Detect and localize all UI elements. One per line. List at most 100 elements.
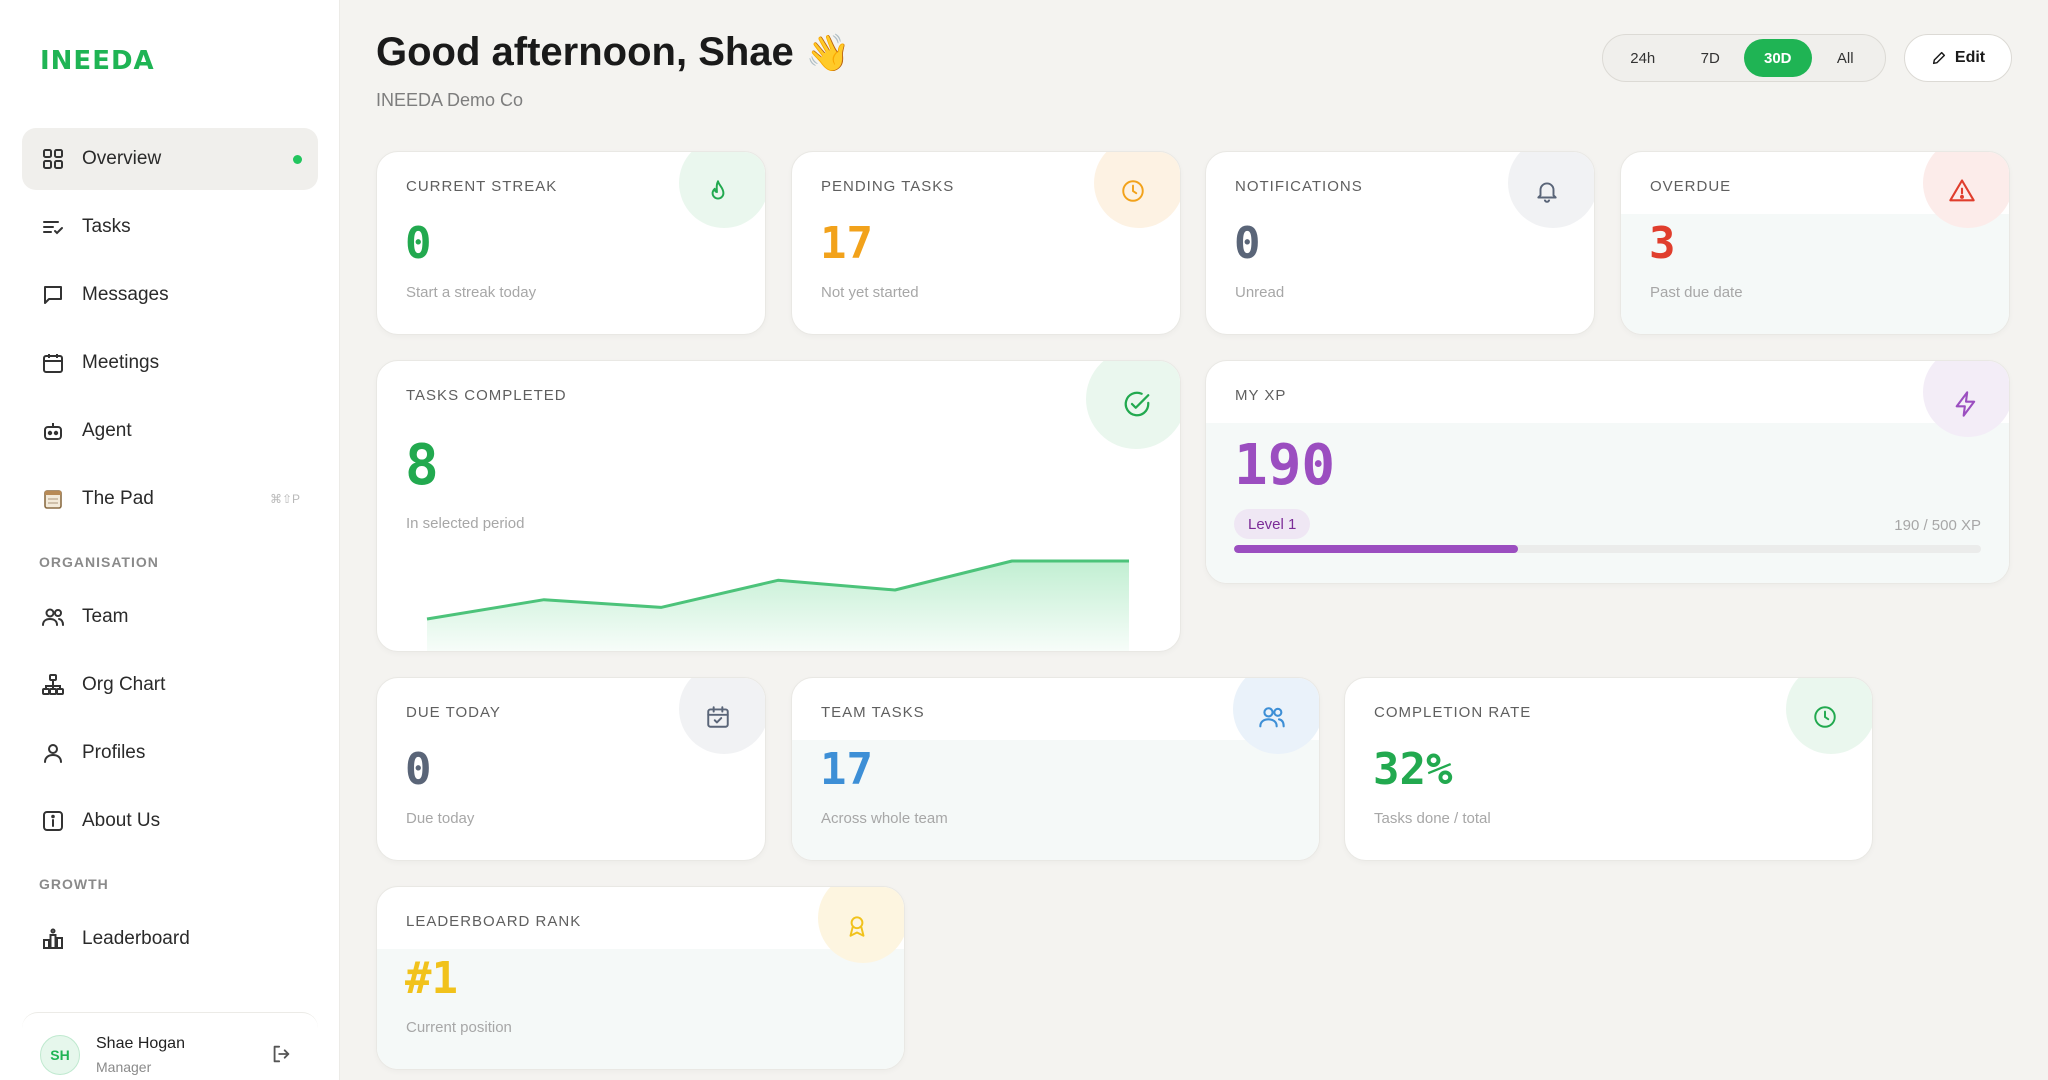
card-value: 0 [405,218,432,269]
sidebar-item-about-us[interactable]: About Us [22,790,318,852]
card-leaderboard-rank[interactable]: LEADERBOARD RANK #1 Current position [376,886,905,1070]
sidebar-item-agent[interactable]: Agent [22,400,318,462]
card-subtitle: Current position [406,1019,512,1036]
sidebar-item-leaderboard[interactable]: Leaderboard [22,908,318,970]
card-value: 3 [1649,218,1676,269]
info-icon [40,808,66,834]
message-icon [40,282,66,308]
sidebar-item-label: Team [82,606,129,627]
card-pending-tasks[interactable]: PENDING TASKS 17 Not yet started [791,151,1181,335]
card-icon-background [1923,152,2009,228]
warning-icon [1945,174,1979,208]
clock-icon [1808,700,1842,734]
sidebar-item-label: Leaderboard [82,928,190,949]
xp-progress-text: 190 / 500 XP [1894,517,1981,534]
card-subtitle: Unread [1235,284,1285,301]
sidebar-item-meetings[interactable]: Meetings [22,332,318,394]
card-overdue[interactable]: OVERDUE 3 Past due date [1620,151,2010,335]
sidebar-item-label: The Pad [82,488,154,509]
tasks-completed-sparkline [426,559,1129,651]
card-subtitle: Tasks done / total [1374,810,1491,827]
sidebar-item-org-chart[interactable]: Org Chart [22,654,318,716]
edit-button-label: Edit [1954,49,1986,66]
sparkline-line [426,559,1129,621]
calendar-check-icon [701,700,735,734]
logout-icon[interactable] [270,1043,294,1067]
notepad-icon [40,486,66,512]
sidebar-item-team[interactable]: Team [22,586,318,648]
card-value: 8 [405,433,439,498]
sidebar-item-the-pad[interactable]: The Pad ⌘⇧P [22,468,318,530]
card-title: NOTIFICATIONS [1235,178,1363,195]
sidebar-item-label: Profiles [82,742,146,763]
sidebar-item-tasks[interactable]: Tasks [22,196,318,258]
range-option-24h[interactable]: 24h [1630,49,1656,67]
user-role: Manager [96,1059,152,1075]
greeting-text: Good afternoon, Shae [376,30,794,74]
card-title: OVERDUE [1650,178,1732,195]
card-title: PENDING TASKS [821,178,955,195]
active-indicator-dot [293,155,302,164]
clock-icon [1116,174,1150,208]
edit-button[interactable]: Edit [1904,34,2012,82]
sidebar: INEEDA Overview Tasks Messages Meeting [0,0,340,1080]
user-panel[interactable]: SH Shae Hogan Manager [22,1012,318,1080]
lightning-icon [1949,387,1983,421]
robot-icon [40,418,66,444]
card-subtitle: Past due date [1650,284,1743,301]
card-subtitle: Not yet started [821,284,919,301]
card-value: 190 [1234,433,1336,498]
sidebar-item-profiles[interactable]: Profiles [22,722,318,784]
flame-icon [701,174,735,208]
sidebar-item-label: Messages [82,284,169,305]
card-value: 0 [1234,218,1261,269]
xp-progress-fill [1234,545,1518,553]
card-icon-background [1094,152,1180,228]
wave-emoji: 👋 [805,31,851,73]
card-value: 32% [1373,744,1453,795]
card-my-xp[interactable]: MY XP 190 Level 1 190 / 500 XP [1205,360,2010,584]
sidebar-item-messages[interactable]: Messages [22,264,318,326]
card-subtitle: In selected period [406,515,525,532]
card-value: #1 [405,953,458,1004]
range-option-all[interactable]: All [1836,49,1854,67]
section-label-organisation: ORGANISATION [39,554,159,570]
sparkline-area [427,561,1129,651]
team-icon [1255,700,1289,734]
sidebar-item-label: About Us [82,810,161,831]
card-title: CURRENT STREAK [406,178,558,195]
card-subtitle: Due today [406,810,475,827]
leaderboard-icon [40,926,66,952]
page-title: Good afternoon, Shae 👋 [376,30,851,75]
range-option-7d[interactable]: 7D [1700,49,1720,67]
card-title: DUE TODAY [406,704,501,721]
card-title: TASKS COMPLETED [406,387,567,404]
card-current-streak[interactable]: CURRENT STREAK 0 Start a streak today [376,151,766,335]
app-logo[interactable]: INEEDA [40,46,155,76]
card-icon-background [679,678,765,754]
org-chart-icon [40,672,66,698]
card-value: 17 [820,744,873,795]
card-completion-rate[interactable]: COMPLETION RATE 32% Tasks done / total [1344,677,1873,861]
card-notifications[interactable]: NOTIFICATIONS 0 Unread [1205,151,1595,335]
sidebar-item-label: Org Chart [82,674,166,695]
company-name: INEEDA Demo Co [376,90,524,110]
sidebar-item-label: Overview [82,148,162,169]
range-option-30d[interactable]: 30D [1744,39,1812,77]
card-tasks-completed[interactable]: TASKS COMPLETED 8 In selected period [376,360,1181,652]
team-icon [40,604,66,630]
card-subtitle: Across whole team [821,810,948,827]
user-name: Shae Hogan [96,1035,185,1052]
sidebar-item-label: Agent [82,420,132,441]
avatar[interactable]: SH [40,1035,80,1075]
pencil-icon [1932,51,1945,65]
card-due-today[interactable]: DUE TODAY 0 Due today [376,677,766,861]
card-team-tasks[interactable]: TEAM TASKS 17 Across whole team [791,677,1320,861]
bell-icon [1530,174,1564,208]
tasks-list-icon [40,214,66,240]
sidebar-item-label: Tasks [82,216,131,237]
sidebar-item-overview[interactable]: Overview [22,128,318,190]
card-subtitle: Start a streak today [406,284,537,301]
card-title: COMPLETION RATE [1374,704,1532,721]
card-title: LEADERBOARD RANK [406,913,582,930]
